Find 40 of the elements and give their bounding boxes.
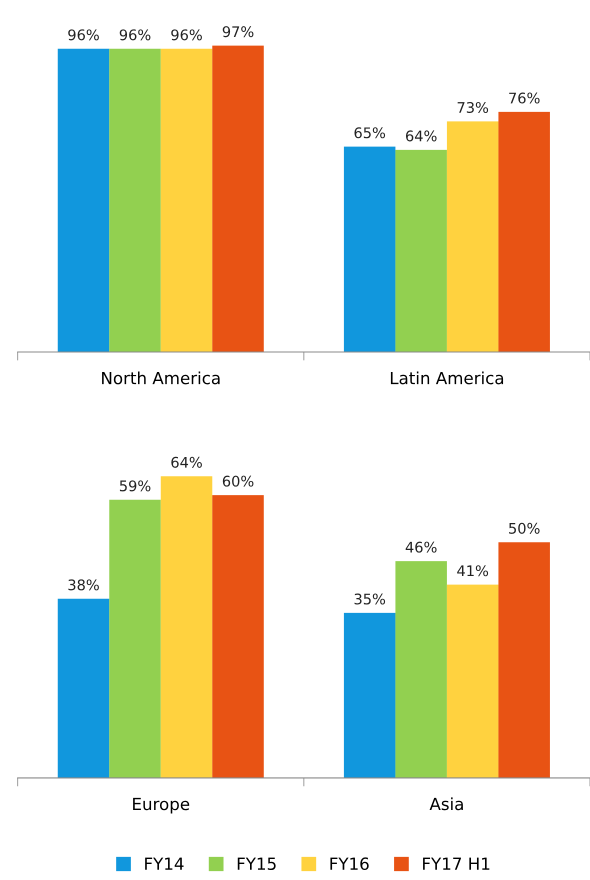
data-label: 65% [354, 127, 386, 138]
bar [58, 598, 110, 778]
bar [395, 561, 447, 778]
bar [109, 48, 161, 352]
x-tick-label: Asia [430, 797, 463, 810]
data-label: 64% [406, 130, 437, 142]
bar [446, 121, 498, 352]
bar [395, 150, 447, 352]
data-label: 41% [457, 565, 488, 576]
data-label: 64% [171, 456, 202, 468]
bar [160, 476, 212, 778]
bar [344, 146, 396, 352]
x-tick-label: Latin America [390, 371, 504, 384]
bar [498, 112, 550, 352]
data-label: 73% [458, 102, 488, 114]
x-tick-label: Europe [133, 798, 190, 814]
legend-label: FY14 [145, 858, 184, 870]
bar [109, 500, 161, 778]
data-label: 38% [68, 579, 99, 590]
bar [212, 46, 264, 352]
data-label: 97% [222, 26, 254, 38]
bar [58, 48, 110, 352]
data-label: 76% [509, 92, 540, 104]
data-label: 46% [406, 542, 437, 553]
bar [344, 612, 396, 778]
data-label: 96% [171, 29, 202, 40]
bar [160, 48, 212, 352]
data-label: 59% [120, 480, 150, 492]
data-label: 60% [222, 476, 254, 487]
x-tick-label: North America [102, 371, 220, 384]
data-label: 96% [120, 29, 150, 40]
data-label: 50% [509, 522, 540, 534]
data-label: 35% [354, 594, 386, 605]
bar [446, 584, 498, 778]
data-label: 96% [68, 29, 99, 40]
legend-label: FY16 [330, 857, 369, 870]
legend-label: FY17 H1 [423, 858, 490, 870]
bar [498, 542, 550, 778]
legend-label: FY15 [238, 858, 276, 870]
bar [212, 495, 264, 778]
